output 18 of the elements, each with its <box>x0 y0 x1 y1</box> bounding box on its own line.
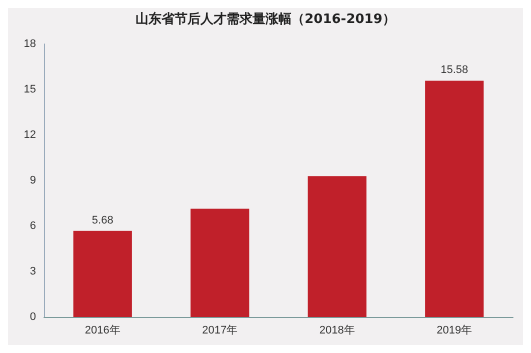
y-tick-label: 15 <box>24 84 36 96</box>
bar <box>73 230 132 317</box>
data-label: 5.68 <box>92 214 114 226</box>
y-tick-label: 9 <box>30 174 36 186</box>
chart-title: 山东省节后人才需求量涨幅（2016-2019） <box>136 11 396 27</box>
bar <box>190 208 250 317</box>
x-tick-label: 2017年 <box>202 324 238 336</box>
data-label: 15.58 <box>440 64 468 76</box>
x-tick-label: 2016年 <box>84 324 120 336</box>
y-tick-label: 18 <box>24 38 36 50</box>
y-tick-label: 3 <box>30 266 36 278</box>
x-tick-label: 2018年 <box>319 324 355 336</box>
bar <box>308 176 366 317</box>
y-tick-label: 6 <box>30 220 36 232</box>
bar <box>425 80 484 317</box>
x-tick-label: 2019年 <box>436 324 472 336</box>
y-tick-label: 0 <box>30 311 36 323</box>
y-tick-label: 12 <box>24 129 36 141</box>
